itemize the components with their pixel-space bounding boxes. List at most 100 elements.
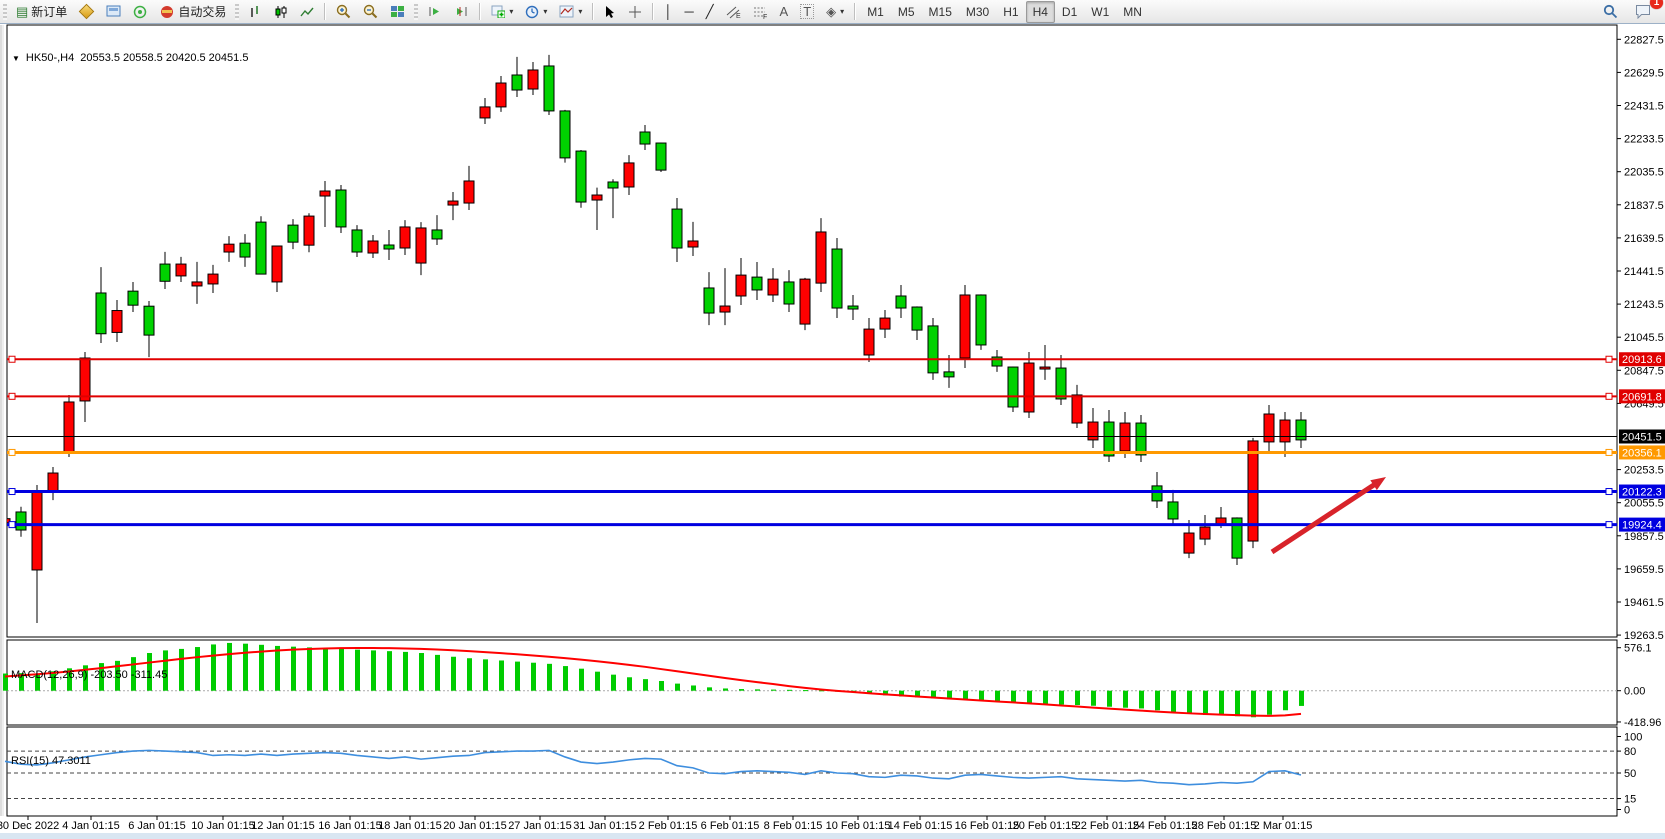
periods-button[interactable]: ▾ (520, 1, 552, 23)
tile-windows-icon (391, 6, 405, 17)
svg-text:22629.5: 22629.5 (1624, 67, 1664, 79)
trendline-icon: ╱ (705, 4, 714, 19)
chart-shift-button[interactable] (449, 1, 474, 23)
line-handle[interactable] (1605, 521, 1613, 529)
line-handle[interactable] (1605, 392, 1613, 400)
trend-arrow-head[interactable] (1370, 477, 1386, 491)
toolbar-separator (652, 3, 655, 20)
svg-text:12 Jan 01:15: 12 Jan 01:15 (251, 820, 315, 832)
chart-window[interactable]: 22827.5 22629.5 22431.5 22233.5 22035.5 21837… (0, 24, 1665, 839)
cursor-button[interactable] (599, 1, 621, 23)
svg-text:19461.5: 19461.5 (1624, 597, 1664, 609)
chat-icon (1636, 5, 1650, 19)
toolbar-grip[interactable] (235, 3, 240, 20)
main-price-pane[interactable] (6, 24, 1618, 638)
timeframe-button-M1[interactable]: M1 (867, 4, 884, 19)
candlestick-chart-button[interactable] (269, 1, 293, 23)
timeframe-button-H4[interactable]: H4 (1025, 0, 1055, 23)
crosshair-button[interactable] (623, 1, 647, 23)
bar-chart-button[interactable] (243, 1, 267, 23)
signals-icon (134, 5, 147, 18)
templates-button[interactable]: ▾ (554, 1, 587, 23)
rsi-pane[interactable] (6, 726, 1618, 817)
svg-text:22827.5: 22827.5 (1624, 34, 1664, 46)
zoom-in-icon (337, 4, 351, 19)
trend-arrow-line[interactable] (1270, 479, 1381, 555)
auto-scroll-icon (429, 7, 440, 16)
line-handle[interactable] (8, 392, 16, 400)
signals-button[interactable] (128, 1, 153, 23)
auto-scroll-button[interactable] (422, 1, 447, 23)
periods-caret-icon: ▾ (543, 7, 548, 16)
svg-text:20 Jan 01:15: 20 Jan 01:15 (443, 820, 507, 832)
line-handle[interactable] (1605, 448, 1613, 456)
svg-text:100: 100 (1624, 732, 1642, 744)
line-handle[interactable] (1605, 355, 1613, 363)
one-click-expander-icon[interactable]: ▼ (12, 53, 20, 63)
price-chart-canvas[interactable]: 22827.5 22629.5 22431.5 22233.5 22035.5 21837… (0, 24, 1665, 839)
zoom-out-icon (364, 4, 378, 19)
search-button[interactable] (1598, 1, 1623, 23)
svg-text:30 Dec 2022: 30 Dec 2022 (0, 820, 59, 832)
chat-button[interactable]: 1 (1630, 0, 1663, 23)
line-handle[interactable] (1605, 488, 1613, 496)
horizontal-line-button[interactable]: ─ (680, 1, 699, 23)
macd-indicator-label: MACD(12,26,9) -203.50 -311.45 (11, 669, 168, 681)
indicators-icon (491, 5, 506, 18)
toolbar-grip[interactable] (414, 3, 419, 20)
autotrading-button[interactable]: 自动交易 (155, 1, 231, 23)
market-watch-icon (106, 5, 121, 17)
timeframe-buttons: M1 M5 M15 M30 H1 H4 D1 W1 MN (860, 0, 1149, 23)
fibonacci-button[interactable]: F (748, 1, 773, 23)
line-handle[interactable] (8, 488, 16, 496)
svg-text:576.1: 576.1 (1624, 643, 1652, 655)
indicators-button[interactable]: ▾ (486, 1, 518, 23)
timeframe-button-M30[interactable]: M30 (965, 4, 990, 19)
tile-windows-button[interactable] (385, 1, 410, 23)
svg-text:20253.5: 20253.5 (1624, 465, 1664, 477)
toolbar-separator (592, 3, 595, 20)
time-axis[interactable]: 30 Dec 2022 4 Jan 01:15 6 Jan 01:15 10 Jan … (0, 816, 1312, 832)
timeframe-button-H1[interactable]: H1 (1003, 4, 1019, 19)
svg-text:20847.5: 20847.5 (1624, 365, 1664, 377)
text-button[interactable]: A (775, 1, 794, 23)
candlestick-chart-icon (275, 5, 287, 18)
shapes-button[interactable]: ◈ ▾ (821, 1, 849, 23)
equidistant-channel-button[interactable]: E (721, 1, 746, 23)
indicators-caret-icon: ▾ (509, 7, 514, 16)
line-handle[interactable] (8, 355, 16, 363)
toolbar-separator (479, 3, 482, 20)
search-icon (1603, 4, 1618, 19)
chat-badge: 1 (1650, 0, 1663, 9)
timeframe-button-W1[interactable]: W1 (1091, 4, 1110, 19)
crosshair-icon (629, 5, 642, 18)
timeframe-button-M5[interactable]: M5 (897, 4, 915, 19)
svg-text:15: 15 (1624, 794, 1636, 806)
svg-text:20122.3: 20122.3 (1622, 487, 1662, 499)
svg-text:80: 80 (1624, 746, 1636, 758)
svg-text:20055.5: 20055.5 (1624, 498, 1664, 510)
market-watch-button[interactable] (101, 1, 126, 23)
timeframe-button-D1[interactable]: D1 (1061, 4, 1078, 19)
svg-text:19924.4: 19924.4 (1622, 520, 1662, 532)
toolbar-separator (324, 3, 327, 20)
metaeditor-button[interactable] (74, 1, 99, 23)
line-chart-button[interactable] (295, 1, 319, 23)
svg-text:-418.96: -418.96 (1624, 717, 1661, 729)
line-handle[interactable] (8, 521, 16, 529)
timeframe-button-M15[interactable]: M15 (928, 4, 952, 19)
new-order-button[interactable]: ▤ 新订单 (11, 1, 72, 23)
timeframe-button-MN[interactable]: MN (1123, 4, 1142, 19)
line-handle[interactable] (8, 448, 16, 456)
zoom-in-button[interactable] (331, 1, 356, 23)
svg-text:8 Feb 01:15: 8 Feb 01:15 (764, 820, 823, 832)
fibonacci-icon: F (753, 7, 767, 19)
price-badges: 20913.6 20691.8 20451.5 20356.1 20122.3 19924… (1619, 352, 1665, 532)
periods-clock-icon (526, 5, 539, 18)
text-label-button[interactable]: T (795, 1, 819, 23)
zoom-out-button[interactable] (358, 1, 383, 23)
vertical-line-button[interactable]: │ (659, 1, 677, 23)
svg-text:31 Jan 01:15: 31 Jan 01:15 (573, 820, 637, 832)
toolbar-grip[interactable] (3, 3, 7, 20)
trendline-button[interactable]: ╱ (701, 1, 719, 23)
